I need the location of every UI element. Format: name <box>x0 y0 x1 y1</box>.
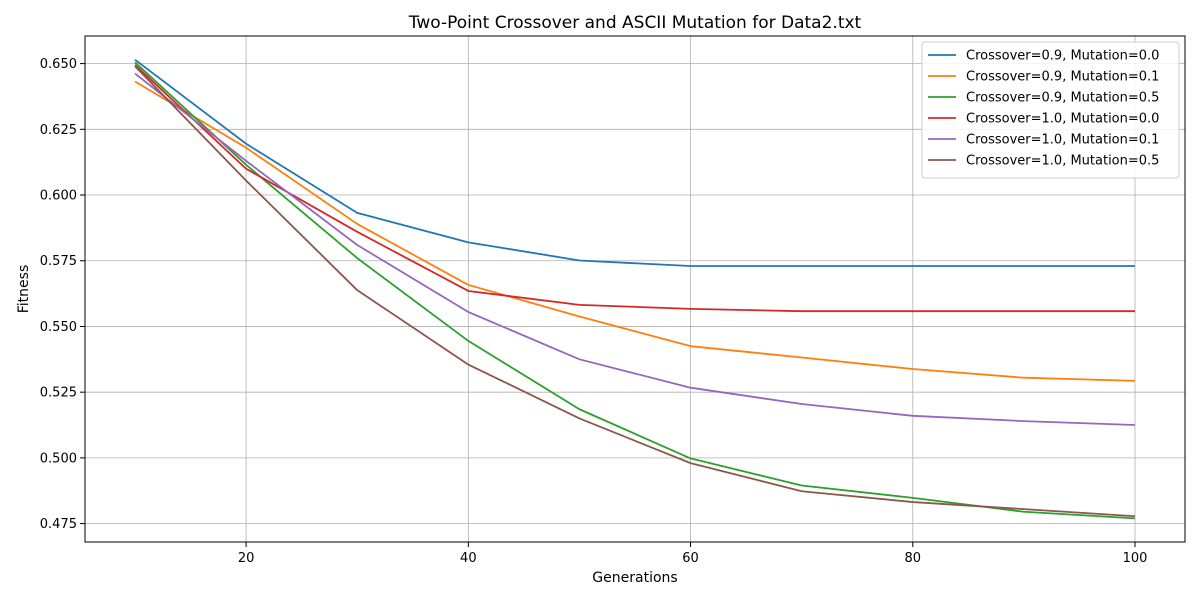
series-line-1 <box>134 58 1135 267</box>
legend-label-6: Crossover=1.0, Mutation=0.5 <box>966 154 1159 169</box>
legend-label-2: Crossover=0.9, Mutation=0.1 <box>966 70 1159 85</box>
series-line-6 <box>134 65 1136 518</box>
y-tick-label: 0.550 <box>40 320 77 335</box>
series-line-2 <box>134 80 1136 382</box>
legend-label-4: Crossover=1.0, Mutation=0.0 <box>966 112 1159 127</box>
y-tick-label: 0.600 <box>40 189 77 204</box>
x-tick-label: 80 <box>905 551 922 566</box>
y-tick-label: 0.575 <box>40 254 77 269</box>
y-tick-label: 0.500 <box>40 451 77 466</box>
y-tick-label: 0.625 <box>40 123 77 138</box>
y-tick-label: 0.475 <box>40 517 77 532</box>
series-line-5 <box>134 72 1136 426</box>
x-axis-label: Generations <box>592 570 677 586</box>
y-axis-label: Fitness <box>16 265 32 314</box>
y-tick-label: 0.525 <box>40 386 77 401</box>
x-tick-label: 60 <box>682 551 699 566</box>
y-axis-ticks: 0.475 0.500 0.525 0.550 0.575 0.600 0.625 0.650 <box>40 57 85 532</box>
legend-box <box>921 41 1180 179</box>
x-axis-ticks: 20 40 60 80 100 <box>238 542 1148 566</box>
plot-frame <box>84 35 1186 543</box>
legend-label-3: Crossover=0.9, Mutation=0.5 <box>966 91 1159 106</box>
x-tick-label: 20 <box>238 551 255 566</box>
y-tick-label: 0.650 <box>40 57 77 72</box>
series-lines <box>134 58 1136 520</box>
series-line-4 <box>134 64 1135 313</box>
legend-label-5: Crossover=1.0, Mutation=0.1 <box>966 133 1159 148</box>
x-tick-label: 40 <box>460 551 477 566</box>
x-tick-label: 100 <box>1123 551 1148 566</box>
chart-title: Two-Point Crossover and ASCII Mutation f… <box>408 13 862 33</box>
legend-label-1: Crossover=0.9, Mutation=0.0 <box>966 49 1159 64</box>
legend: Crossover=0.9, Mutation=0.0 Crossover=0.9… <box>921 41 1180 179</box>
